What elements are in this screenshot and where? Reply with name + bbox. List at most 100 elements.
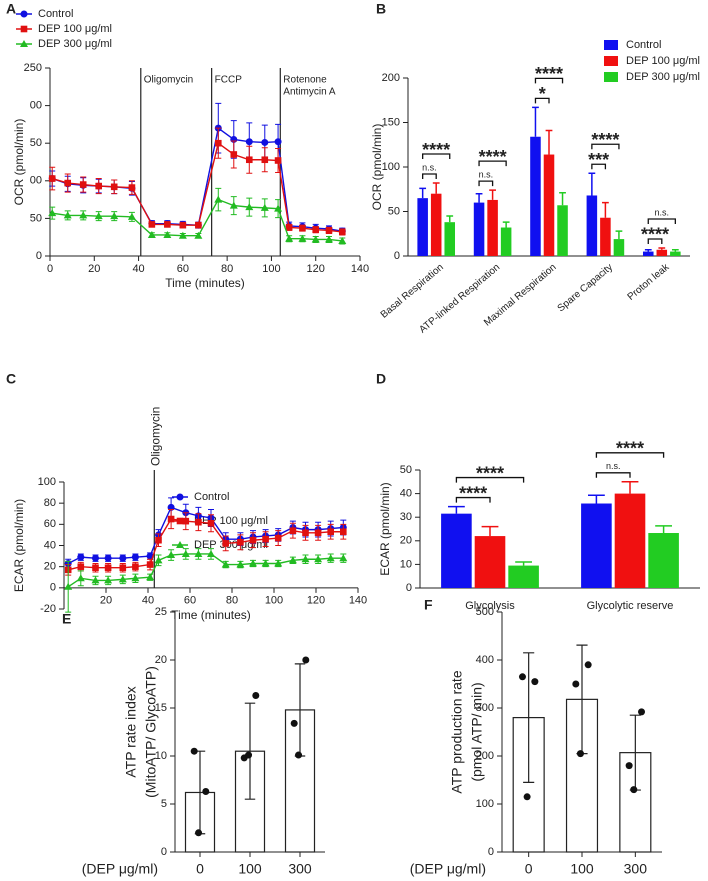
significance-label: **** <box>476 463 504 483</box>
bar <box>642 251 654 256</box>
y-tick-label: 5 <box>161 798 167 810</box>
significance-bracket <box>595 472 631 478</box>
significance-bracket <box>478 160 507 167</box>
data-point <box>274 157 282 164</box>
significance-bracket <box>422 173 437 180</box>
legend-label: Control <box>194 491 229 503</box>
x-tick-label: 40 <box>142 595 154 607</box>
data-point <box>91 576 100 584</box>
series-line <box>67 506 344 565</box>
significance-bracket <box>534 97 550 104</box>
error-bar <box>446 215 454 223</box>
data-point <box>325 227 333 234</box>
error-bar <box>671 249 679 252</box>
error-bar <box>621 481 639 494</box>
bar <box>474 536 506 588</box>
y-tick-label: 15 <box>155 702 167 714</box>
data-point <box>327 528 334 536</box>
bar <box>600 217 611 256</box>
data-point <box>314 555 323 563</box>
x-axis-label: (DEP μg/ml) <box>410 861 486 877</box>
y-tick-label: -20 <box>40 603 56 615</box>
x-tick-label: 120 <box>307 595 325 607</box>
data-point <box>274 559 283 567</box>
data-point <box>262 535 269 543</box>
data-point <box>518 673 526 681</box>
data-point <box>167 515 175 523</box>
significance-label: **** <box>459 483 487 503</box>
significance-label: **** <box>422 140 450 160</box>
legend-swatch <box>604 72 618 82</box>
data-point <box>584 661 592 669</box>
y-axis-label: OCR (pmol/min) <box>370 124 384 211</box>
data-point <box>245 203 254 211</box>
data-point <box>630 786 638 794</box>
significance-bracket <box>647 238 663 244</box>
data-point <box>163 230 172 238</box>
data-point <box>249 536 257 544</box>
legend-label: Control <box>626 39 661 51</box>
data-point <box>252 692 260 700</box>
error-bar <box>489 189 496 200</box>
data-point <box>340 528 347 536</box>
x-tick-label: 80 <box>226 595 238 607</box>
data-point <box>245 751 253 759</box>
bar <box>530 136 541 256</box>
bar <box>543 154 555 256</box>
data-point <box>638 708 646 716</box>
panel-letter: A <box>6 1 16 17</box>
y-tick-label: 0 <box>406 582 412 594</box>
bar <box>508 565 539 588</box>
y-tick-label: 25 <box>155 606 167 618</box>
data-point <box>155 536 162 544</box>
significance-label: n.s. <box>422 162 437 172</box>
legend-swatch <box>604 40 618 50</box>
data-point <box>118 575 127 583</box>
x-tick-label: 300 <box>288 861 312 877</box>
error-bar <box>244 702 256 800</box>
data-point <box>301 555 310 563</box>
error-bar <box>559 192 566 206</box>
y-tick-label: 400 <box>476 654 494 666</box>
data-point <box>119 554 127 562</box>
data-point <box>195 829 203 837</box>
data-point <box>245 156 253 164</box>
data-point <box>94 212 103 220</box>
significance-label: *** <box>588 150 609 170</box>
significance-label: n.s. <box>655 207 670 217</box>
y-tick-label: 50 <box>30 212 42 224</box>
data-point <box>274 534 282 542</box>
data-point <box>195 221 202 229</box>
y-tick-label: 40 <box>400 488 412 500</box>
legend-label: DEP 100 μg/ml <box>626 55 700 67</box>
data-point <box>311 235 320 243</box>
data-point <box>104 564 112 572</box>
data-point <box>230 151 238 158</box>
x-tick-label: Proton leak <box>626 261 673 303</box>
data-point <box>195 518 202 526</box>
data-point <box>229 201 238 209</box>
data-point <box>261 156 269 164</box>
data-point <box>207 549 215 557</box>
x-tick-label: 0 <box>525 861 533 877</box>
data-point <box>167 551 176 559</box>
legend-marker <box>20 25 28 33</box>
data-point <box>79 211 88 219</box>
data-point <box>261 138 269 146</box>
legend-marker <box>176 493 184 501</box>
data-point <box>289 527 297 534</box>
data-point <box>194 231 203 239</box>
y-tick-label: 500 <box>476 606 494 618</box>
error-bar <box>588 172 596 196</box>
bar <box>487 199 498 256</box>
error-bar <box>655 525 672 534</box>
x-tick-label: 20 <box>100 595 112 607</box>
data-point <box>202 788 210 796</box>
error-bar <box>475 192 483 203</box>
significance-bracket <box>591 143 620 150</box>
legend-label: DEP 300 μg/ml <box>626 71 700 83</box>
x-tick-label: 0 <box>47 263 53 275</box>
bar <box>586 195 598 256</box>
x-tick-label: 20 <box>88 263 100 275</box>
